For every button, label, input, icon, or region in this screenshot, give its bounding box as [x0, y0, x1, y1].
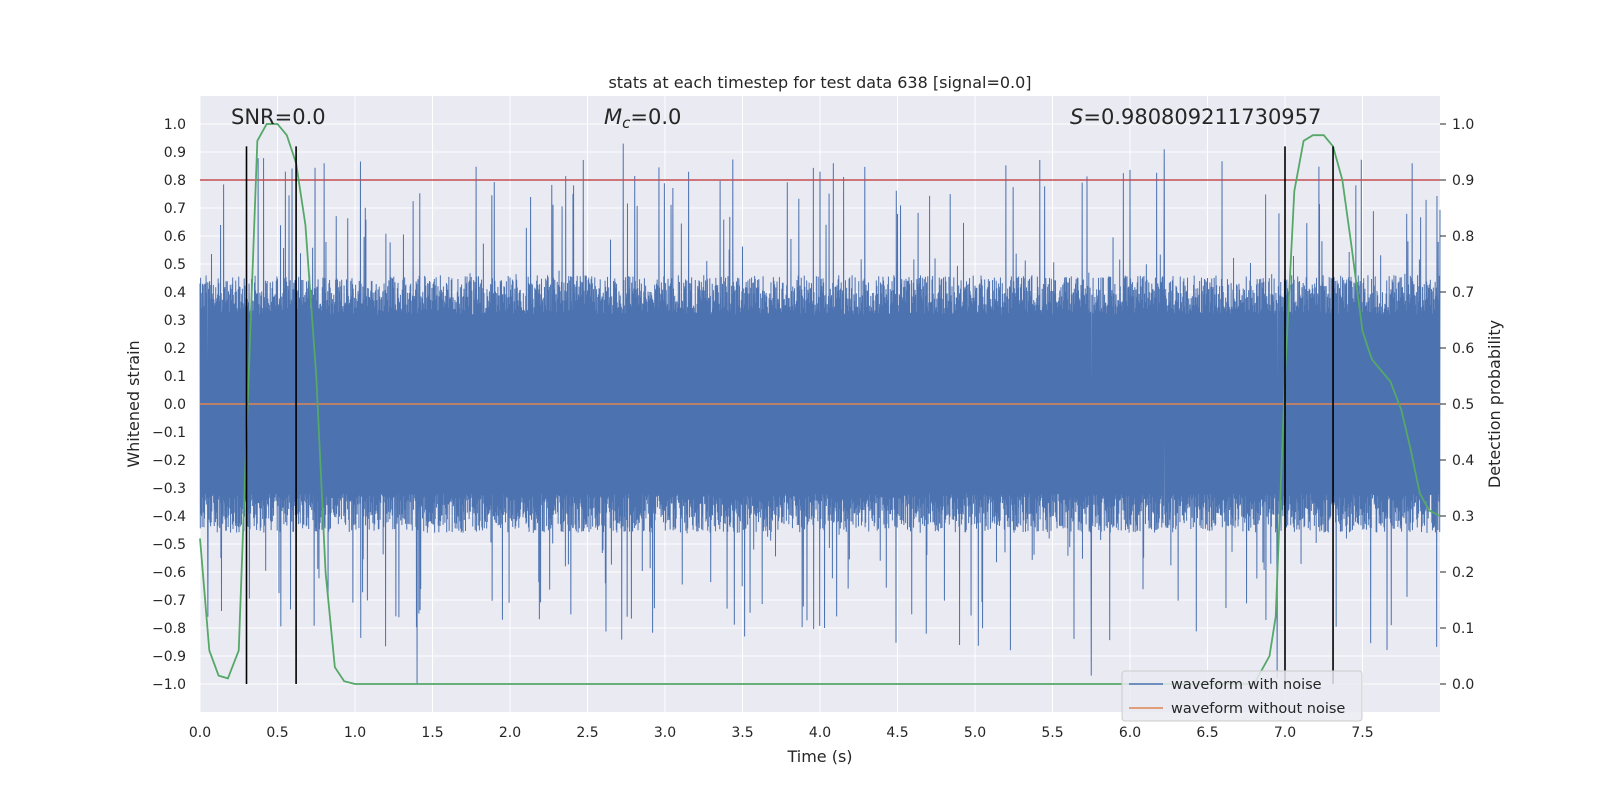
overlays: [199, 123, 1441, 685]
x-axis-label: Time (s): [786, 747, 852, 766]
s-symbol: S: [1070, 105, 1083, 129]
x-tick-label: 2.5: [576, 725, 598, 741]
y2-tick-label: 0.5: [1452, 397, 1474, 413]
y2-tick-label: 0.4: [1452, 453, 1474, 469]
y2-tick-label: 0.1: [1452, 621, 1474, 637]
y2-tick-label: 0.3: [1452, 509, 1474, 525]
x-tick-label: 6.5: [1196, 725, 1218, 741]
y-tick-label: −0.3: [152, 481, 186, 497]
y-tick-label: 0.7: [164, 201, 186, 217]
x-tick-label: 3.5: [731, 725, 753, 741]
x-tick-label: 3.0: [654, 725, 676, 741]
detection-probability-line: [199, 123, 1441, 685]
y-tick-label: −0.4: [152, 509, 186, 525]
x-tick-label: 4.5: [886, 725, 908, 741]
y-tick-label: 0.1: [164, 369, 186, 385]
s-value: =0.980809211730957: [1083, 105, 1321, 129]
s-annotation: S=0.980809211730957: [1070, 105, 1321, 129]
y2-tick-label: 0.6: [1452, 341, 1474, 357]
y-tick-label: 0.8: [164, 173, 186, 189]
waveform-with-noise-series: [199, 143, 1441, 685]
y2-tick-label: 0.7: [1452, 285, 1474, 301]
x-tick-label: 7.5: [1351, 725, 1373, 741]
y2-tick-label: 0.0: [1452, 677, 1474, 693]
chart-title: stats at each timestep for test data 638…: [608, 73, 1031, 92]
x-tick-label: 6.0: [1119, 725, 1141, 741]
y-tick-label: 0.4: [164, 285, 186, 301]
x-tick-label: 4.0: [809, 725, 831, 741]
y-tick-label: −1.0: [152, 677, 186, 693]
x-tick-label: 2.0: [499, 725, 521, 741]
y-axis-label: Whitened strain: [124, 340, 143, 467]
y-tick-label: −0.8: [152, 621, 186, 637]
x-tick-label: 5.5: [1041, 725, 1063, 741]
y-tick-label: 0.5: [164, 257, 186, 273]
y-tick-label: −0.2: [152, 453, 186, 469]
y-tick-label: −0.9: [152, 649, 186, 665]
x-tick-label: 1.5: [421, 725, 443, 741]
x-tick-label: 0.5: [266, 725, 288, 741]
legend: waveform with noise waveform without noi…: [1121, 670, 1363, 722]
legend-label-noise: waveform with noise: [1171, 677, 1322, 693]
y-tick-label: 1.0: [164, 117, 186, 133]
mc-value: =0.0: [630, 105, 681, 129]
y-tick-label: 0.9: [164, 145, 186, 161]
snr-annotation: SNR=0.0: [231, 105, 326, 129]
y-tick-label: 0.2: [164, 341, 186, 357]
y-tick-label: 0.0: [164, 397, 186, 413]
x-tick-label: 5.0: [964, 725, 986, 741]
y-tick-label: 0.3: [164, 313, 186, 329]
y-tick-label: −0.1: [152, 425, 186, 441]
x-tick-label: 1.0: [344, 725, 366, 741]
y-tick-label: −0.7: [152, 593, 186, 609]
y-axis-ticks: −1.0 −0.9 −0.8 −0.7 −0.6 −0.5 −0.4 −0.3 −0.2 −0.1…: [152, 117, 186, 693]
mc-annotation: Mc=0.0: [604, 105, 681, 132]
y2-tick-label: 1.0: [1452, 117, 1474, 133]
y-tick-label: −0.5: [152, 537, 186, 553]
x-tick-label: 0.0: [189, 725, 211, 741]
y2-tick-label: 0.2: [1452, 565, 1474, 581]
y2-tick-label: 0.9: [1452, 173, 1474, 189]
waveform-with-noise-line: [199, 143, 1441, 685]
y2-axis-label: Detection probability: [1485, 320, 1504, 488]
y2-tick-label: 0.8: [1452, 229, 1474, 245]
legend-box: [1121, 670, 1363, 722]
y-tick-label: −0.6: [152, 565, 186, 581]
x-tick-label: 7.0: [1274, 725, 1296, 741]
mc-symbol: M: [604, 105, 622, 129]
x-axis-ticks: 0.0 0.5 1.0 1.5 2.0 2.5 3.0 3.5 4.0 4.5 5.0 5.5 6.0 6…: [189, 725, 1374, 741]
y2-axis-ticks: 0.0 0.1 0.2 0.3 0.4 0.5 0.6 0.7 0.8 0.9 1.0: [1440, 117, 1474, 693]
legend-label-clean: waveform without noise: [1171, 701, 1345, 717]
mc-subscript: c: [622, 114, 631, 132]
y-tick-label: 0.6: [164, 229, 186, 245]
